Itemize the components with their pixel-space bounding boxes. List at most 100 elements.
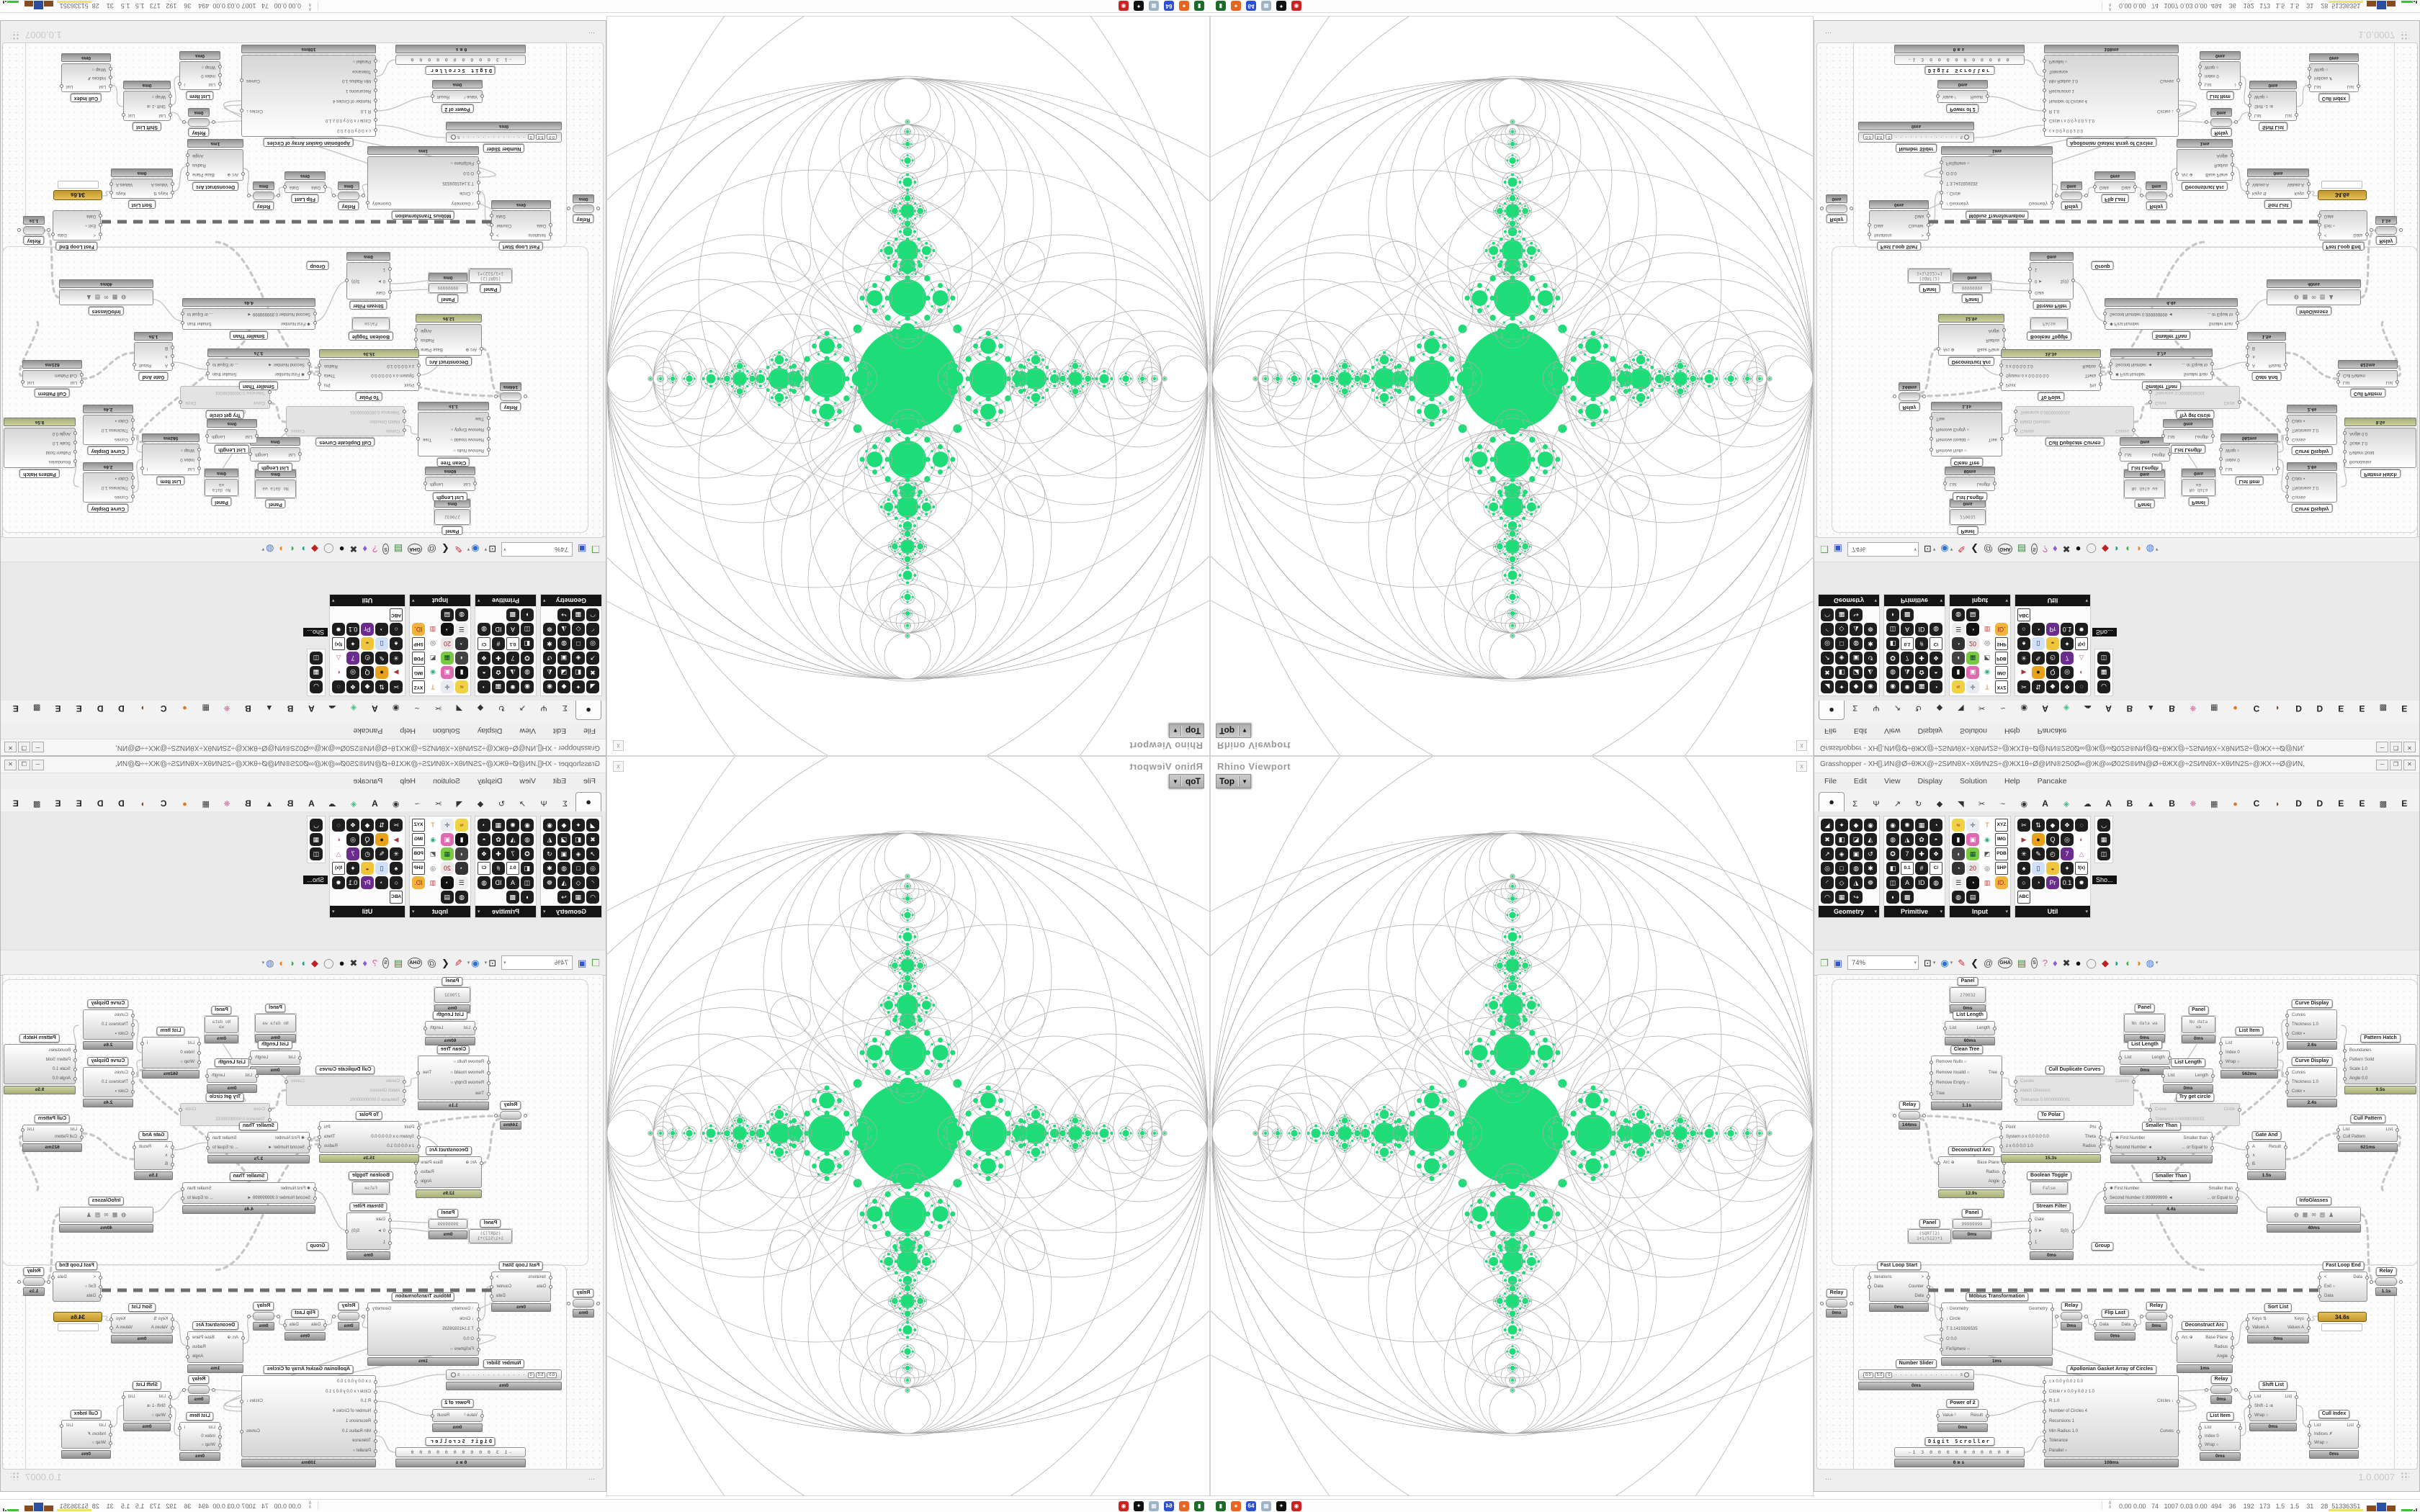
component-icon[interactable]: ○ bbox=[2017, 623, 2030, 636]
component-icon[interactable]: ▦ bbox=[441, 652, 454, 665]
component-icon[interactable]: △ bbox=[2075, 847, 2088, 860]
gh-node-boolean-toggle[interactable]: Boolean Toggle False bbox=[2027, 1171, 2071, 1195]
component-icon[interactable]: ✺ bbox=[506, 819, 519, 832]
component-icon[interactable]: ◫ bbox=[521, 623, 534, 636]
component-icon[interactable]: ◧ bbox=[1886, 637, 1899, 650]
floppy-64-icon[interactable]: 64 bbox=[1164, 1, 1174, 11]
component-icon[interactable]: ↪ bbox=[557, 891, 570, 904]
menu-edit[interactable]: Edit bbox=[1853, 726, 1868, 735]
toolbar-icon-16[interactable]: ◑ bbox=[279, 544, 285, 555]
category-tab-13[interactable]: A bbox=[308, 703, 315, 714]
toolbar-icon-17[interactable]: ◍ bbox=[266, 544, 274, 555]
component-icon[interactable]: ● bbox=[375, 666, 388, 679]
gh-node-to-polar[interactable]: To Polar Point Phi System o x 0.0 0.0 0.0 Th… bbox=[318, 1111, 421, 1163]
gh-node-list-item[interactable]: List Item List i Index 0 Wrap ○ 562ms bbox=[2219, 1027, 2280, 1079]
gh-node-curve-display[interactable]: Curve Display Curves Thickness 1.0 Color ▪ 2… bbox=[83, 999, 135, 1050]
menu-view[interactable]: View bbox=[1884, 726, 1901, 735]
component-icon[interactable]: ◆ bbox=[557, 819, 570, 832]
panel-footer-primitive[interactable]: Primitive ▾ bbox=[475, 595, 536, 606]
category-tab-11[interactable]: ◈ bbox=[2063, 703, 2070, 712]
calculator-icon[interactable]: ▦ bbox=[1261, 1501, 1271, 1511]
component-icon[interactable]: ◎ bbox=[346, 833, 359, 846]
gh-node-cull-pattern[interactable]: Cull Pattern List List Cull Pattern 621ms bbox=[2336, 360, 2399, 397]
component-icon[interactable]: IMG bbox=[412, 666, 425, 679]
toolbar-icon-9[interactable]: ♦ bbox=[2053, 957, 2058, 968]
component-icon[interactable]: ◉ bbox=[521, 680, 534, 693]
component-icon[interactable]: ◎ bbox=[1981, 637, 1994, 650]
menu-edit[interactable]: Edit bbox=[552, 777, 567, 786]
component-icon[interactable]: C/ bbox=[1930, 637, 1942, 650]
component-icon[interactable]: T bbox=[426, 819, 439, 832]
gh-node-smaller-than[interactable]: Smaller Than ✱ First Number Smaller than Se… bbox=[2109, 1122, 2214, 1164]
category-tab-20[interactable]: C bbox=[160, 703, 167, 714]
component-icon[interactable]: ✚ bbox=[492, 652, 505, 665]
gh-node-list-length[interactable]: List Length List Length 0ms bbox=[205, 1058, 259, 1093]
category-tab-1[interactable]: Σ bbox=[1852, 703, 1858, 712]
panel-footer-geometry[interactable]: Geometry ▾ bbox=[541, 906, 601, 917]
component-icon[interactable]: ID. bbox=[1995, 623, 2008, 636]
gh-node-deconstruct-arc[interactable]: Deconstruct Arc Arc ⊕ Base Plane Radius Angl… bbox=[186, 139, 245, 191]
component-icon[interactable]: ◍ bbox=[1930, 623, 1942, 636]
component-icon[interactable]: ▮ bbox=[455, 666, 468, 679]
gh-node-relay[interactable]: Relay 0ms bbox=[567, 1289, 600, 1318]
category-tab-10[interactable]: A bbox=[2042, 703, 2048, 714]
floppy-64-icon[interactable]: 64 bbox=[1246, 1, 1256, 11]
gh-node-panel[interactable]: Panel 99999999 0ms bbox=[428, 1209, 468, 1240]
gh-node-shift-list[interactable]: Shift List List List Shift -1 ⇉ Wrap ○ 0ms bbox=[2248, 1381, 2298, 1431]
toolbar-icon-1[interactable]: ◉ bbox=[1940, 544, 1949, 555]
window-titlebar[interactable]: Grasshopper - XH[].ИN@Ø÷θЖX@÷2SИNθX÷XθИN… bbox=[1, 757, 606, 773]
component-icon[interactable]: ◒ bbox=[2046, 637, 2059, 650]
component-icon[interactable]: ◌ bbox=[332, 680, 345, 693]
component-icon[interactable]: ◇ bbox=[572, 623, 585, 636]
gh-node-relay[interactable]: Relay 0ms bbox=[332, 181, 365, 210]
component-icon[interactable]: ▣ bbox=[557, 652, 570, 665]
category-tab-2[interactable]: Ψ bbox=[1873, 800, 1880, 809]
gh-node-power-of-2[interactable]: Power of 2 Value ² Result 0ms bbox=[431, 1399, 484, 1432]
gh-node-smaller-than[interactable]: Smaller Than ✱ First Number Smaller than Se… bbox=[206, 348, 311, 390]
component-icon[interactable]: ◔ bbox=[1966, 876, 1979, 889]
component-icon[interactable]: ↺ bbox=[543, 847, 556, 860]
category-tab-8[interactable]: ~ bbox=[2000, 703, 2006, 712]
category-tab-10[interactable]: A bbox=[372, 703, 378, 714]
component-icon[interactable]: ◍ bbox=[1952, 891, 1965, 904]
component-icon[interactable]: 0.1 bbox=[2061, 623, 2074, 636]
gh-node-deconstruct-arc[interactable]: Deconstruct Arc Arc ⊕ Base Plane Radius Angl… bbox=[414, 314, 483, 366]
component-icon[interactable]: ▣ bbox=[441, 666, 454, 679]
menu-file[interactable]: File bbox=[1824, 777, 1837, 786]
component-icon[interactable]: ◭ bbox=[1864, 833, 1877, 846]
component-icon[interactable]: ✺ bbox=[1901, 819, 1914, 832]
resize-grip-icon[interactable] bbox=[2401, 1472, 2409, 1480]
component-icon[interactable]: ✹ bbox=[2075, 623, 2088, 636]
component-icon[interactable]: ◍ bbox=[478, 623, 490, 636]
component-icon[interactable]: ◎ bbox=[1981, 862, 1994, 875]
component-icon[interactable]: ◢ bbox=[1821, 680, 1834, 693]
component-icon[interactable]: ◖ bbox=[1952, 652, 1965, 665]
component-icon[interactable]: XYZ bbox=[412, 680, 425, 693]
component-icon[interactable]: ◧ bbox=[521, 862, 534, 875]
component-icon[interactable]: ✪ bbox=[1886, 652, 1899, 665]
component-icon[interactable]: 20 bbox=[1966, 637, 1979, 650]
component-icon[interactable]: ✹ bbox=[2075, 876, 2088, 889]
gh-node-curve-display[interactable]: Curve Display Curves Thickness 1.0 Color ▪ 2… bbox=[2285, 999, 2337, 1050]
component-icon[interactable]: ▦ bbox=[2097, 666, 2110, 679]
component-icon[interactable]: ✿ bbox=[492, 666, 505, 679]
component-icon[interactable]: ≈ bbox=[1952, 819, 1965, 832]
gh-node-relay[interactable]: Relay 1.1s bbox=[17, 216, 50, 245]
gh-node-pattern-hatch[interactable]: Pattern Hatch Boundaries Pattern Solid Scal… bbox=[4, 1034, 77, 1094]
component-icon[interactable]: ◫ bbox=[2097, 847, 2110, 860]
menu-display[interactable]: Display bbox=[1917, 777, 1943, 786]
toolbar-icon-3[interactable]: ❮ bbox=[1971, 957, 1979, 968]
component-icon[interactable]: ABC bbox=[2017, 891, 2030, 904]
gh-node-34-6s[interactable]: 34.6s bbox=[53, 1312, 102, 1331]
gh-node-relay[interactable]: Relay 144ms bbox=[1893, 1101, 1926, 1130]
category-tab-25[interactable]: E bbox=[55, 703, 61, 714]
gh-node-relay[interactable]: Relay 144ms bbox=[494, 1101, 527, 1130]
gh-node-flip-last[interactable]: Flip Last Data Data 0ms bbox=[2093, 1309, 2137, 1341]
component-icon[interactable]: ◧ bbox=[1835, 833, 1848, 846]
component-icon[interactable]: ✛ bbox=[1966, 680, 1979, 693]
menu-file[interactable]: File bbox=[1824, 726, 1837, 735]
gh-node-list-item[interactable]: List Item List i Index 0 Wrap ○ 562ms bbox=[2219, 433, 2280, 485]
component-icon[interactable]: ◧ bbox=[572, 666, 585, 679]
panel-footer-geometry[interactable]: Geometry ▾ bbox=[541, 595, 601, 606]
gh-node-list-length[interactable]: List Length List Length 60ms bbox=[1943, 1011, 1996, 1045]
